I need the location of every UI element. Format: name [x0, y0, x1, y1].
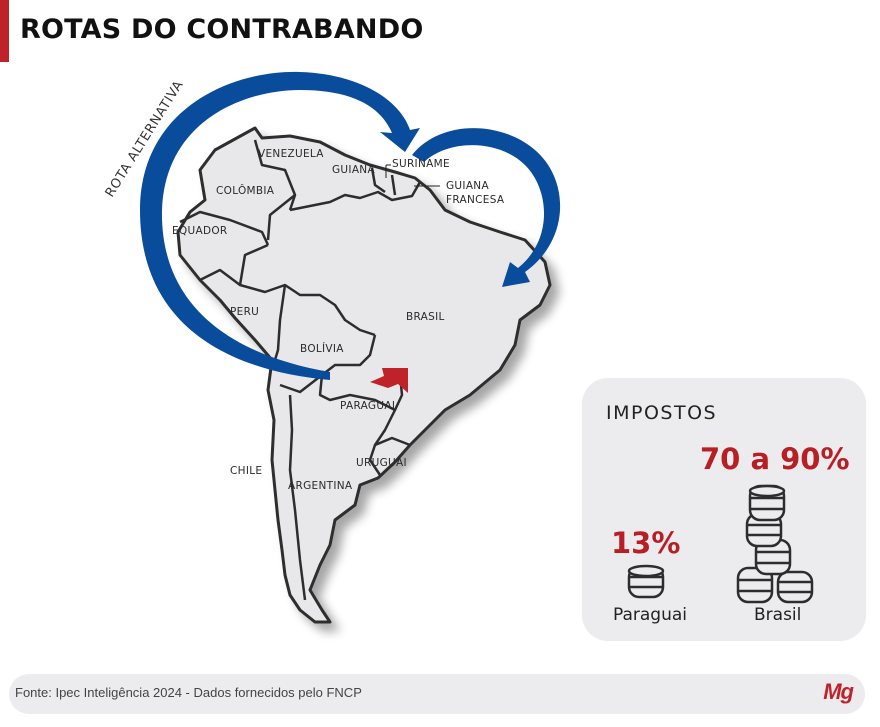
coin-stacks	[627, 484, 814, 604]
label-guiana-francesa-2: FRANCESA	[446, 194, 505, 206]
route-arrows	[140, 71, 561, 380]
tax-value-brasil: 70 a 90%	[700, 442, 850, 476]
origin-marker-paraguai	[370, 368, 408, 393]
label-equador: EQUADOR	[172, 225, 228, 237]
label-paraguai: PARAGUAI	[340, 400, 395, 412]
label-venezuela: VENEZUELA	[258, 148, 324, 160]
tax-caption-brasil: Brasil	[754, 605, 802, 625]
taxes-panel: IMPOSTOS 70 a 90% 13%	[582, 378, 866, 641]
label-argentina: ARGENTINA	[288, 480, 353, 492]
footer: Fonte: Ipec Inteligência 2024 - Dados fo…	[9, 674, 865, 714]
route-arrow-north-east	[412, 128, 561, 287]
source-text: Fonte: Ipec Inteligência 2024 - Dados fo…	[15, 685, 362, 700]
label-brasil: BRASIL	[406, 311, 445, 323]
label-bolivia: BOLÍVIA	[300, 342, 344, 355]
taxes-title: IMPOSTOS	[606, 402, 718, 424]
country-borders	[179, 139, 422, 601]
label-uruguai: URUGUAI	[356, 457, 407, 469]
label-guiana: GUIANA	[332, 164, 375, 176]
publisher-logo: Mg	[823, 679, 854, 704]
continent-shape	[176, 126, 552, 624]
label-chile: CHILE	[230, 465, 262, 477]
coin-stack-paraguai-icon	[627, 564, 665, 599]
tax-caption-paraguai: Paraguai	[613, 605, 688, 625]
coin-stack-brasil-icon	[736, 484, 814, 604]
page-title: ROTAS DO CONTRABANDO	[20, 14, 424, 45]
tax-value-paraguai: 13%	[611, 526, 681, 560]
label-guiana-francesa-1: GUIANA	[446, 180, 489, 192]
label-peru: PERU	[230, 306, 259, 318]
label-suriname: SURINAME	[392, 158, 450, 170]
label-colombia: COLÔMBIA	[216, 184, 275, 197]
title-accent-bar	[0, 0, 9, 62]
